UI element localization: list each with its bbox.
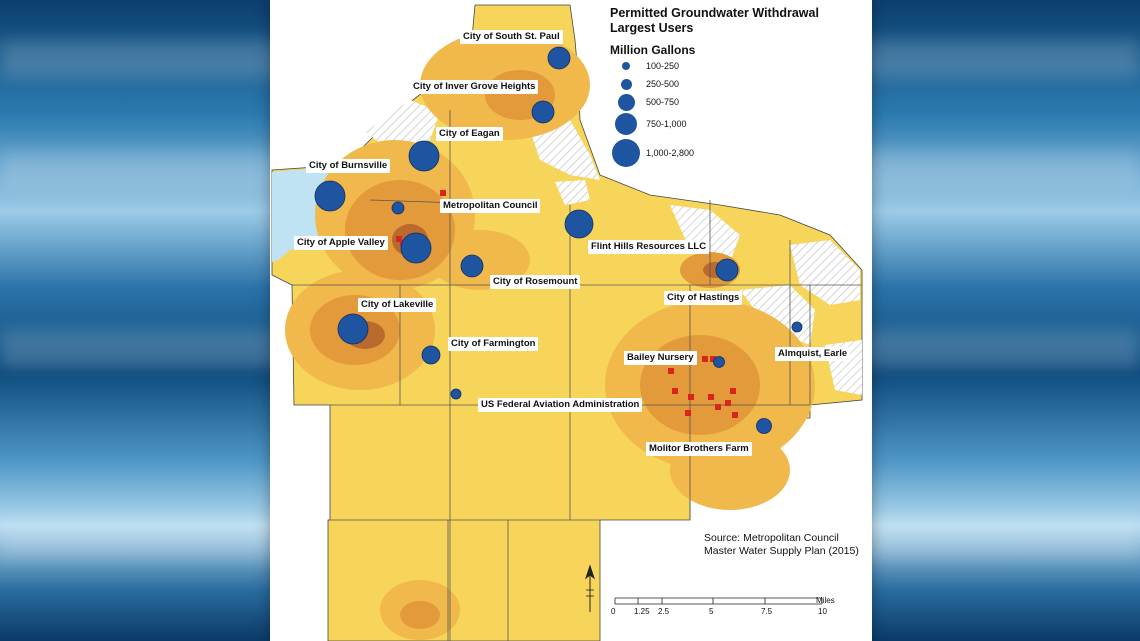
hatched-area bbox=[530, 120, 600, 180]
source-line2: Master Water Supply Plan (2015) bbox=[704, 545, 859, 557]
hatched-area bbox=[790, 240, 860, 305]
user-label: City of Burnsville bbox=[306, 159, 391, 173]
scale-tick-label: 0 bbox=[611, 607, 616, 616]
user-label: City of Hastings bbox=[664, 291, 743, 305]
legend-symbol bbox=[617, 93, 635, 111]
user-symbol[interactable] bbox=[460, 254, 484, 278]
legend-row: 100-250 bbox=[610, 52, 679, 80]
user-label: Metropolitan Council bbox=[440, 199, 541, 213]
user-symbol[interactable] bbox=[314, 180, 346, 212]
well-marker bbox=[668, 368, 674, 374]
user-symbol[interactable] bbox=[715, 258, 739, 282]
user-symbol[interactable] bbox=[450, 388, 462, 400]
well-marker bbox=[702, 356, 708, 362]
user-label: US Federal Aviation Administration bbox=[478, 398, 643, 412]
user-symbol[interactable] bbox=[337, 313, 369, 345]
legend-row: 1,000-2,800 bbox=[610, 139, 694, 167]
user-symbols bbox=[314, 46, 803, 434]
legend-title: Permitted Groundwater Withdrawal Largest… bbox=[610, 6, 819, 36]
legend-unit: Million Gallons bbox=[610, 43, 696, 57]
user-label: City of South St. Paul bbox=[460, 30, 563, 44]
hatched-area bbox=[670, 205, 740, 262]
well-marker bbox=[688, 394, 694, 400]
user-symbol[interactable] bbox=[531, 100, 555, 124]
legend-title-line2: Largest Users bbox=[610, 21, 694, 35]
hatched-area bbox=[555, 180, 590, 205]
legend-title-line1: Permitted Groundwater Withdrawal bbox=[610, 6, 819, 20]
user-label: Almquist, Earle bbox=[775, 347, 851, 361]
user-symbol[interactable] bbox=[400, 232, 432, 264]
scale-tick-label: 1.25 bbox=[634, 607, 650, 616]
user-label: Molitor Brothers Farm bbox=[646, 442, 752, 456]
scale-bar bbox=[614, 597, 823, 605]
legend-symbol bbox=[620, 78, 632, 90]
user-symbol[interactable] bbox=[421, 345, 441, 365]
legend-size-label: 100-250 bbox=[646, 61, 680, 71]
user-symbol[interactable] bbox=[564, 209, 594, 239]
well-marker bbox=[396, 236, 402, 242]
user-symbol[interactable] bbox=[408, 140, 440, 172]
legend-row: 500-750 bbox=[610, 88, 679, 116]
well-marker bbox=[732, 412, 738, 418]
legend-row: 750-1,000 bbox=[610, 110, 687, 138]
well-marker bbox=[440, 190, 446, 196]
well-marker bbox=[710, 356, 716, 362]
user-label: City of Farmington bbox=[448, 337, 539, 351]
well-marker bbox=[708, 394, 714, 400]
well-marker bbox=[725, 400, 731, 406]
legend-size-label: 500-750 bbox=[646, 97, 680, 107]
user-label: City of Apple Valley bbox=[294, 236, 388, 250]
user-symbol[interactable] bbox=[713, 356, 725, 368]
legend-size-label: 1,000-2,800 bbox=[646, 148, 695, 158]
user-label: Bailey Nursery bbox=[624, 351, 697, 365]
legend-row: 250-500 bbox=[610, 70, 679, 98]
user-label: Flint Hills Resources LLC bbox=[588, 240, 710, 254]
user-symbol[interactable] bbox=[547, 46, 571, 70]
legend-symbol bbox=[612, 139, 640, 167]
well-marker bbox=[672, 388, 678, 394]
scale-tick-label: 10 bbox=[818, 607, 827, 616]
well-marker bbox=[715, 404, 721, 410]
north-arrow-icon bbox=[585, 564, 595, 612]
map-panel: Permitted Groundwater Withdrawal Largest… bbox=[270, 0, 872, 641]
user-label: City of Rosemount bbox=[490, 275, 581, 289]
user-symbol[interactable] bbox=[391, 201, 405, 215]
scale-tick-label: 7.5 bbox=[761, 607, 773, 616]
source-line1: Source: Metropolitan Council bbox=[704, 532, 839, 544]
source-note: Source: Metropolitan Council Master Wate… bbox=[704, 532, 859, 558]
scale-unit: Miles bbox=[816, 596, 835, 605]
well-marker bbox=[685, 410, 691, 416]
scale-tick-label: 2.5 bbox=[658, 607, 670, 616]
user-label: City of Lakeville bbox=[358, 298, 437, 312]
well-marker bbox=[730, 388, 736, 394]
legend-symbol bbox=[615, 113, 637, 135]
user-label: City of Eagan bbox=[436, 127, 503, 141]
user-symbol[interactable] bbox=[756, 418, 772, 434]
legend-symbol bbox=[622, 62, 630, 70]
user-label: City of Inver Grove Heights bbox=[410, 80, 539, 94]
legend-size-label: 750-1,000 bbox=[646, 119, 687, 129]
scale-tick-label: 5 bbox=[709, 607, 714, 616]
hatched-area bbox=[365, 100, 440, 150]
legend-size-label: 250-500 bbox=[646, 79, 680, 89]
user-symbol[interactable] bbox=[791, 321, 803, 333]
